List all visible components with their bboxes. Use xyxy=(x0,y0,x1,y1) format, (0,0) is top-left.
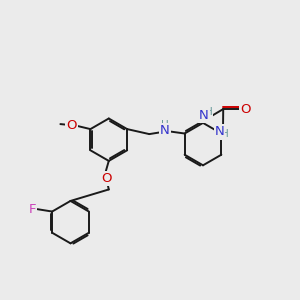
Text: N: N xyxy=(214,125,224,138)
Text: O: O xyxy=(240,103,250,116)
Text: H: H xyxy=(205,107,213,117)
Text: N: N xyxy=(160,124,170,137)
Text: N: N xyxy=(199,109,208,122)
Text: H: H xyxy=(161,120,169,130)
Text: O: O xyxy=(101,172,112,185)
Text: H: H xyxy=(220,129,228,139)
Text: F: F xyxy=(28,203,36,216)
Text: O: O xyxy=(66,119,76,132)
